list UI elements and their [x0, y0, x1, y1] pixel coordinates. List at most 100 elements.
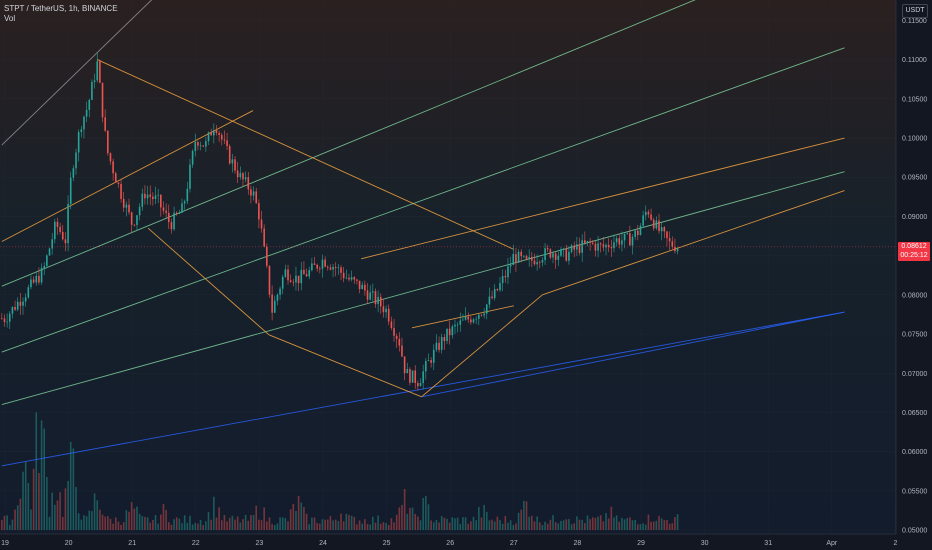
volume-bar — [311, 517, 313, 530]
volume-bar — [61, 517, 64, 530]
chart-legend: STPT / TetherUS, 1h, BINANCE Vol — [4, 4, 118, 24]
candle-body — [377, 296, 379, 305]
volume-bar — [414, 513, 417, 530]
volume-bar — [642, 523, 644, 530]
time-axis-panel[interactable] — [0, 534, 932, 550]
candle-body — [202, 145, 205, 147]
volume-bar — [470, 521, 472, 530]
volume-bar — [231, 515, 234, 530]
baseline-line — [421, 311, 845, 398]
time-tick-label: 29 — [637, 540, 645, 547]
currency-unit-badge[interactable]: USDT — [902, 4, 928, 18]
candle-body — [340, 267, 342, 273]
candle-body — [629, 233, 631, 246]
volume-bar — [125, 510, 128, 530]
volume-bar — [297, 495, 300, 530]
candle-body — [112, 161, 114, 174]
candle-body — [46, 255, 48, 266]
volume-bar — [525, 501, 528, 530]
volume-bar — [287, 521, 289, 530]
candle-body — [175, 212, 178, 214]
candle-body — [263, 228, 265, 247]
candle-body — [493, 289, 496, 299]
candle-body — [459, 320, 462, 325]
candle-body — [48, 248, 51, 256]
volume-bar — [77, 513, 80, 530]
volume-bar — [372, 516, 374, 530]
candle-body — [6, 321, 8, 323]
candle-body — [599, 243, 602, 245]
candle-body — [602, 244, 605, 248]
candle-body — [531, 256, 533, 261]
volume-bar — [395, 514, 398, 530]
time-tick-label: 19 — [1, 540, 9, 547]
volume-bar — [639, 524, 642, 530]
volume-bar — [623, 519, 626, 530]
volume-bar — [279, 517, 281, 530]
candle-body — [464, 316, 467, 320]
candle-body — [289, 280, 292, 282]
candle-body — [509, 264, 512, 267]
price-tick-label: 0.09500 — [902, 175, 927, 182]
candle-body — [67, 203, 69, 244]
candle-body — [77, 132, 80, 153]
candle-body — [213, 130, 215, 136]
candle-body — [597, 243, 599, 251]
candle-body — [268, 265, 271, 295]
candle-body — [364, 284, 366, 291]
volume-bar — [197, 523, 199, 530]
candle-body — [30, 279, 32, 288]
volume-bar — [144, 516, 146, 530]
candle-body — [61, 231, 64, 240]
volume-bar — [101, 514, 104, 530]
candle-body — [499, 283, 501, 291]
volume-bar — [234, 519, 236, 530]
candle-body — [374, 291, 377, 305]
candle-body — [303, 269, 305, 275]
candle-body — [443, 337, 446, 342]
fib-level-line — [1, 0, 696, 287]
candle-body — [54, 221, 56, 240]
price-tick-label: 0.09000 — [902, 214, 927, 221]
volume-bar — [546, 523, 549, 530]
volume-bar — [181, 523, 183, 530]
candle-body — [584, 240, 586, 244]
channel-line — [268, 334, 422, 398]
candle-body — [451, 326, 454, 336]
volume-bar — [607, 518, 610, 530]
volume-bar — [353, 516, 356, 530]
volume-bar — [419, 520, 422, 530]
volume-bar — [112, 523, 114, 530]
candle-body — [589, 241, 591, 243]
price-axis-panel[interactable] — [896, 0, 932, 550]
candle-body — [356, 279, 358, 281]
candle-body — [353, 277, 356, 280]
volume-bar — [658, 515, 660, 530]
volume-bar — [149, 522, 152, 530]
volume-bar — [660, 518, 663, 530]
volume-bar — [597, 516, 599, 530]
candle-body — [647, 211, 650, 215]
candle-body — [157, 194, 159, 196]
volume-bar — [377, 515, 379, 530]
volume-bars — [1, 412, 679, 530]
volume-bar — [152, 519, 154, 530]
candle-body — [634, 230, 636, 237]
price-tick-label: 0.05500 — [902, 488, 927, 495]
candle-body — [120, 183, 122, 199]
candle-body — [141, 193, 144, 207]
symbol-title[interactable]: STPT / TetherUS, 1h, BINANCE — [4, 4, 118, 13]
candle-body — [218, 132, 220, 135]
candle-body — [674, 246, 676, 252]
volume-bar — [549, 519, 552, 530]
candle-body — [618, 238, 621, 245]
candle-body — [504, 276, 507, 278]
volume-bar — [14, 509, 16, 530]
volume-bar — [409, 508, 411, 530]
candle-body — [332, 266, 334, 270]
volume-bar — [435, 519, 438, 530]
volume-bar — [493, 521, 496, 530]
volume-label[interactable]: Vol — [4, 14, 16, 23]
volume-bar — [186, 522, 189, 530]
